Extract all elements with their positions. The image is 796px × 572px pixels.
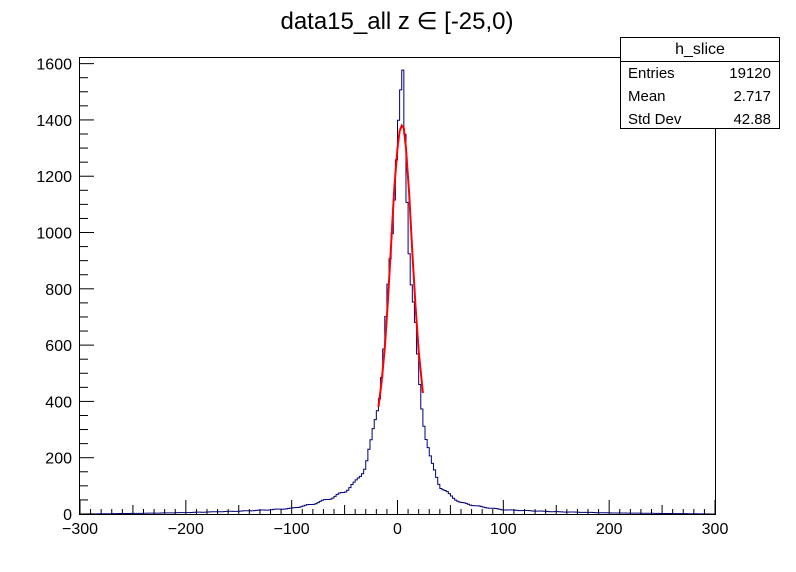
plot-frame	[79, 57, 716, 515]
fit-curve-line	[377, 123, 424, 408]
x-tick-label: −300	[62, 521, 98, 538]
x-tick-label: 300	[702, 521, 729, 538]
x-tick-label: 100	[490, 521, 517, 538]
y-tick-label: 1200	[36, 169, 72, 186]
x-tick-label: −200	[168, 521, 204, 538]
y-tick-label: 1600	[36, 57, 72, 74]
y-tick-label: 0	[63, 507, 72, 524]
y-tick-label: 600	[45, 338, 72, 355]
stats-box: h_slice Entries 19120 Mean 2.717 Std Dev…	[620, 37, 780, 129]
x-axis: −300 −200 −100 0 100 200 300	[62, 500, 728, 538]
y-tick-label: 400	[45, 394, 72, 411]
x-tick-label: 200	[596, 521, 623, 538]
y-tick-label: 1000	[36, 226, 72, 243]
stats-value-stddev: 42.88	[733, 111, 771, 128]
chart-title: data15_all z ∈ [-25,0)	[280, 8, 513, 35]
stats-box-title: h_slice	[675, 41, 725, 58]
histogram-step-line	[80, 69, 715, 515]
stats-label-entries: Entries	[628, 65, 675, 82]
fit-curve-series	[377, 123, 424, 408]
y-axis: 0 200 400 600 800 1000 1200 1400 1600	[36, 57, 94, 524]
x-tick-label: 0	[393, 521, 402, 538]
y-tick-label: 1400	[36, 113, 72, 130]
stats-label-stddev: Std Dev	[628, 111, 682, 128]
stats-value-mean: 2.717	[733, 88, 771, 105]
x-tick-label: −100	[274, 521, 310, 538]
stats-label-mean: Mean	[628, 88, 666, 105]
stats-box-frame	[620, 37, 780, 129]
stats-value-entries: 19120	[729, 65, 771, 82]
y-tick-label: 800	[45, 282, 72, 299]
y-tick-label: 200	[45, 451, 72, 468]
histogram-series	[80, 69, 715, 515]
